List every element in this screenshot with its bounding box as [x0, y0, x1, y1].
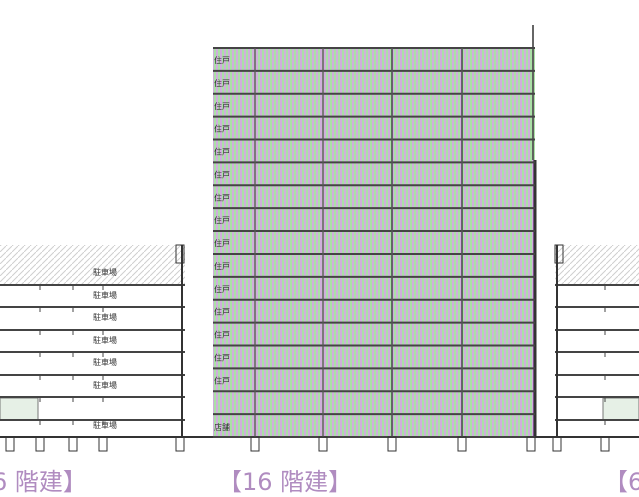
unit-label: 住戸 — [214, 124, 230, 134]
unit-label: 住戸 — [214, 215, 230, 225]
unit-label: 住戸 — [214, 101, 230, 111]
floor-label: 駐車場 — [93, 420, 117, 430]
left-caption: 6 階建】 — [0, 468, 87, 496]
parapet — [175, 244, 185, 264]
unit-label: 住戸 — [214, 375, 230, 385]
unit-label: 住戸 — [214, 284, 230, 294]
tower-body — [213, 48, 535, 437]
parapet — [554, 244, 564, 264]
roof-hatch — [555, 245, 639, 285]
footing — [457, 436, 467, 452]
footing — [175, 436, 185, 452]
unit-label: 住戸 — [214, 78, 230, 88]
right-caption: 【6 — [604, 468, 639, 496]
footing — [5, 436, 15, 452]
footing — [250, 436, 260, 452]
left-building — [0, 244, 185, 421]
footing — [387, 436, 397, 452]
unit-label: 住戸 — [214, 261, 230, 271]
tower — [213, 25, 537, 437]
right-building — [554, 244, 639, 421]
footing — [600, 436, 610, 452]
roof-hatch — [0, 245, 185, 285]
floor-label: 駐車場 — [93, 312, 117, 322]
floor-label: 駐車場 — [93, 267, 117, 277]
unit-label: 住戸 — [214, 330, 230, 340]
unit-label: 住戸 — [214, 147, 230, 157]
footing — [526, 436, 536, 452]
footing — [35, 436, 45, 452]
floor-label: 駐車場 — [93, 290, 117, 300]
unit-label: 住戸 — [214, 352, 230, 362]
ground-label: 店舗 — [214, 422, 230, 432]
footing — [98, 436, 108, 452]
shop — [602, 397, 639, 421]
floor-label: 駐車場 — [93, 357, 117, 367]
footing — [68, 436, 78, 452]
unit-label: 住戸 — [214, 192, 230, 202]
shop — [0, 397, 39, 421]
unit-label: 住戸 — [214, 238, 230, 248]
floor-label: 駐車場 — [93, 380, 117, 390]
unit-label: 住戸 — [214, 307, 230, 317]
footing — [552, 436, 562, 452]
unit-label: 住戸 — [214, 169, 230, 179]
floor-label: 駐車場 — [93, 335, 117, 345]
footing — [318, 436, 328, 452]
tower-caption: 【16 階建】 — [218, 468, 352, 496]
unit-label: 住戸 — [214, 55, 230, 65]
